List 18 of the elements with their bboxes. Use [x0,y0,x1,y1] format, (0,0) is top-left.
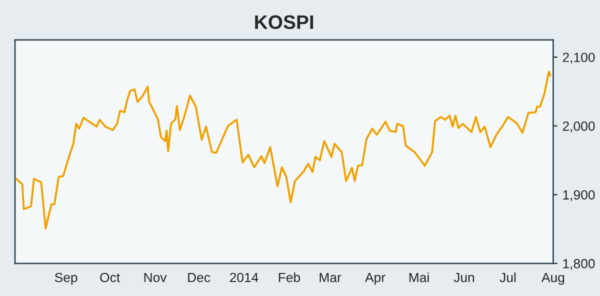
x-tick-label: Feb [278,272,300,282]
line-series [15,70,552,230]
x-tick-label: Nov [144,272,167,282]
y-tick-label: 2,000 [562,121,595,132]
y-tick-label: 1,800 [563,259,595,270]
x-tick-label: Jul [500,272,516,282]
x-tick-label: Apr [365,272,386,285]
y-tick-label: 2,100 [562,52,595,64]
chart-title: KOSPI [255,15,314,30]
x-tick-label: Mai [409,272,429,282]
x-tick-label: Jun [454,272,474,282]
x-tick-label: Sep [54,272,78,285]
x-tick-label: 2014 [230,272,258,282]
x-tick-label: Dec [188,272,210,282]
x-tick-label: Aug [541,272,564,285]
x-tick-label: Oct [100,272,120,282]
y-tick-label: 1,900 [563,190,595,202]
x-tick-label: Mar [320,272,342,282]
